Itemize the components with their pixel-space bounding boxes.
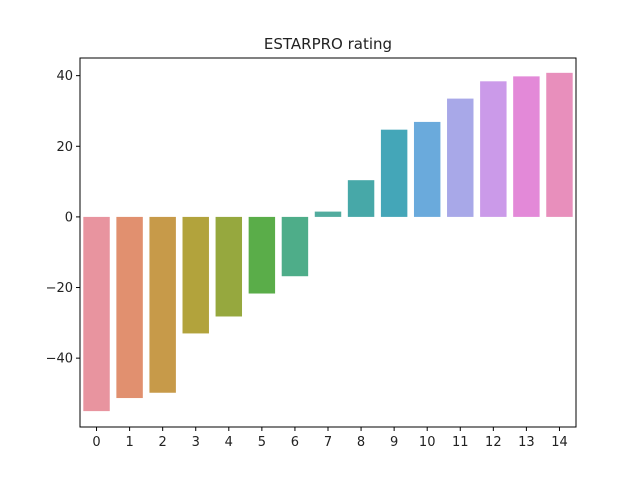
x-tick-label: 10 — [419, 435, 436, 450]
y-axis: −40 −20 0 20 40 — [46, 69, 80, 367]
bar-3 — [182, 216, 209, 334]
x-tick-label: 9 — [390, 435, 398, 450]
bar-4 — [215, 216, 243, 317]
x-tick-label: 3 — [192, 435, 200, 450]
y-tick-label: −20 — [46, 281, 73, 296]
x-tick-label: 0 — [92, 435, 100, 450]
x-tick-label: 13 — [518, 435, 535, 450]
bar-2 — [149, 216, 176, 393]
bar-6 — [281, 216, 309, 277]
bar-1 — [116, 216, 143, 399]
x-tick-label: 1 — [125, 435, 133, 450]
y-tick-label: −40 — [46, 352, 73, 367]
bar-12 — [480, 81, 507, 217]
x-tick-label: 14 — [551, 435, 568, 450]
bar-10 — [413, 121, 441, 217]
x-tick-label: 2 — [159, 435, 167, 450]
y-tick-label: 40 — [56, 69, 73, 84]
x-tick-label: 5 — [258, 435, 266, 450]
x-tick-label: 6 — [291, 435, 299, 450]
plot-frame — [79, 57, 577, 428]
bar-8 — [347, 180, 375, 217]
x-tick-label: 8 — [357, 435, 365, 450]
x-tick-label: 11 — [452, 435, 469, 450]
bar-0 — [83, 216, 110, 412]
bar-13 — [513, 76, 540, 217]
y-tick-label: 0 — [65, 210, 73, 225]
chart-title: ESTARPRO rating — [264, 35, 392, 53]
x-tick-label: 4 — [225, 435, 233, 450]
bar-5 — [248, 216, 276, 294]
x-axis: 0 1 2 3 4 5 6 7 8 9 10 11 12 13 14 — [92, 427, 568, 450]
x-tick-label: 12 — [485, 435, 502, 450]
bar-7 — [314, 211, 342, 217]
bars — [83, 72, 573, 412]
bar-14 — [546, 72, 573, 217]
bar-9 — [380, 129, 408, 217]
x-tick-label: 7 — [324, 435, 332, 450]
bar-11 — [447, 98, 474, 217]
y-tick-label: 20 — [56, 140, 73, 155]
